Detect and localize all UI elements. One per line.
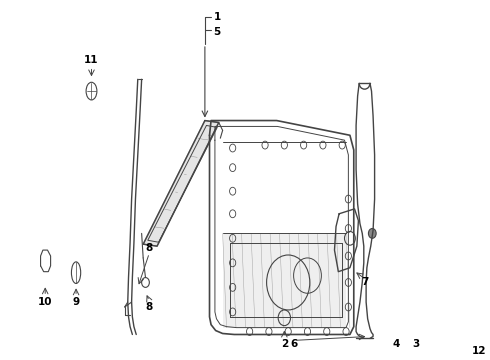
Text: 5: 5 [214,27,221,37]
Text: 2: 2 [281,339,288,349]
Polygon shape [222,233,346,328]
Text: 4: 4 [392,339,400,349]
Text: 8: 8 [146,302,153,312]
Text: 6: 6 [291,339,298,349]
Text: 1: 1 [214,12,221,22]
Text: 12: 12 [472,346,487,356]
Text: 3: 3 [412,339,419,349]
Circle shape [368,229,376,238]
Text: 7: 7 [361,278,368,288]
Text: 8: 8 [146,243,153,253]
Polygon shape [143,121,219,246]
Text: 9: 9 [73,297,79,307]
Text: 10: 10 [38,297,52,307]
Text: 11: 11 [84,55,99,65]
